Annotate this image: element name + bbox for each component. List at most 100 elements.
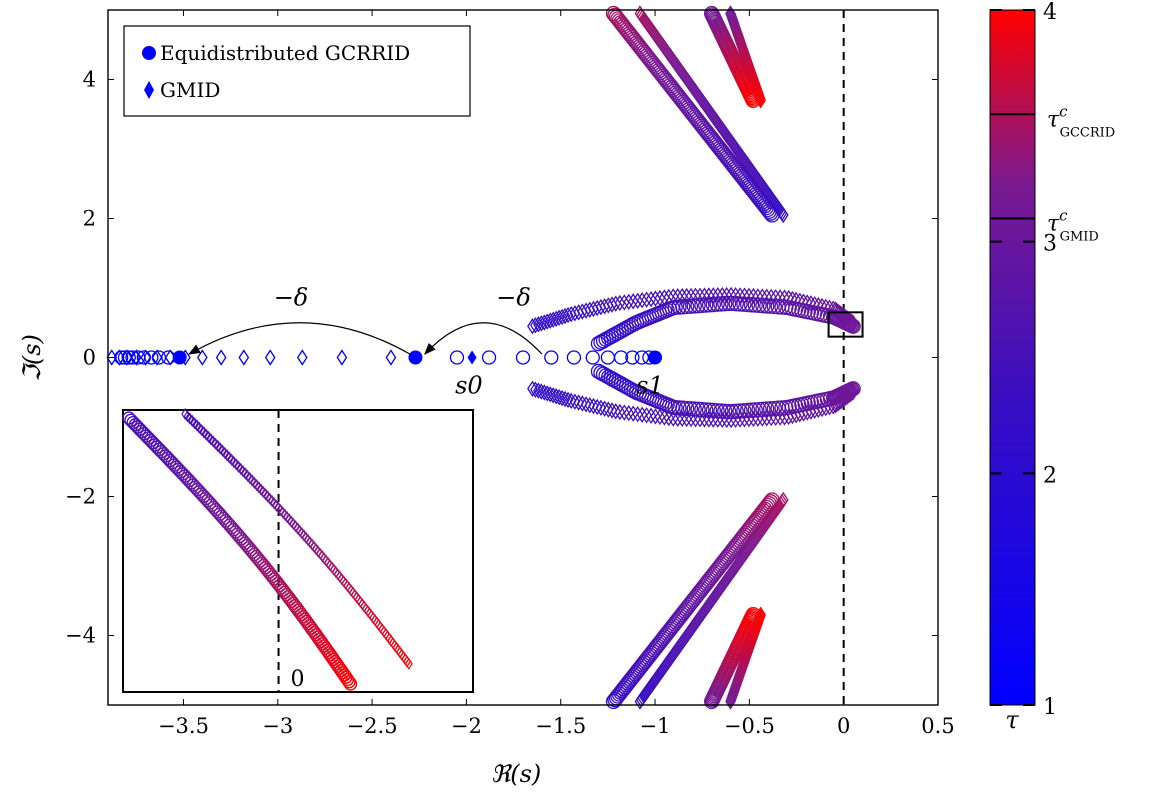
gcrrid-point — [675, 400, 691, 416]
inset-gcrrid-point — [302, 619, 317, 633]
gmid-point — [777, 206, 789, 224]
gmid-point — [783, 289, 795, 307]
gmid-point — [716, 411, 728, 429]
gcrrid-point — [762, 401, 779, 417]
inset-gcrrid-point — [293, 605, 307, 620]
inset-gcrrid-point — [271, 576, 285, 591]
gcrrid-filled-point — [648, 350, 663, 365]
chart-marks: −δ −δ s0 s1 — [106, 5, 864, 710]
gcrrid-point — [701, 297, 718, 313]
gmid-point — [527, 380, 538, 397]
gmid-point — [636, 292, 648, 309]
inset-gcrrid-point — [284, 594, 299, 608]
gmid-point — [809, 296, 820, 313]
gmid-point — [336, 349, 348, 366]
gmid-point — [577, 395, 588, 412]
colorbar-label: τ — [1005, 706, 1019, 734]
gcrrid-point — [678, 298, 695, 315]
gmid-point — [779, 409, 790, 426]
inset-zero-label: 0 — [291, 667, 305, 692]
gcrrid-point — [125, 350, 140, 365]
gmid-point — [743, 410, 755, 428]
gcrrid-point — [717, 296, 733, 312]
gmid-point — [553, 309, 565, 327]
gmid-point — [588, 397, 599, 415]
gmid-point — [752, 288, 764, 305]
x-tick-label: −2.5 — [347, 714, 398, 738]
y-tick-label: 4 — [83, 68, 96, 92]
gmid-point — [180, 349, 191, 366]
gmid-point — [734, 287, 746, 304]
gmid-point — [685, 410, 697, 428]
gmid-point — [591, 398, 603, 416]
legend-label-gcrrid: Equidistributed GCRRID — [160, 41, 410, 65]
gmid-point — [805, 295, 817, 312]
gmid-point — [623, 293, 635, 311]
inset-gcrrid-point — [267, 572, 282, 586]
gmid-point — [140, 349, 152, 366]
gmid-filled-point — [467, 350, 477, 365]
gmid-point — [632, 406, 643, 423]
x-tick-label: −2 — [451, 714, 482, 738]
inset-gcrrid-point — [343, 677, 358, 691]
gmid-point — [527, 318, 538, 335]
gmid-point — [756, 410, 768, 427]
point-label-s0: s0 — [455, 371, 483, 399]
gmid-point — [663, 288, 675, 306]
gmid-point — [595, 399, 607, 417]
x-tick-label: −1.5 — [535, 714, 586, 738]
gmid-point — [659, 289, 670, 306]
inset-gcrrid-point — [299, 614, 314, 629]
gmid-point — [565, 392, 577, 410]
gmid-point — [584, 397, 596, 414]
gmid-point — [694, 287, 706, 304]
colorbar-tick-label: 4 — [1043, 0, 1057, 25]
inset-gcrrid-point — [318, 641, 333, 655]
gmid-point — [533, 382, 544, 399]
gmid-point — [196, 349, 208, 366]
gcrrid-point — [705, 402, 721, 419]
gmid-point — [238, 349, 250, 366]
gmid-point — [536, 315, 547, 332]
inset-gcrrid-point — [306, 623, 320, 638]
gmid-point — [627, 405, 639, 422]
gcrrid-point — [732, 296, 748, 312]
gmid-point — [121, 349, 133, 366]
x-tick-label: −3 — [262, 714, 293, 738]
gmid-point — [756, 288, 768, 305]
inset-gcrrid-point — [314, 634, 328, 649]
inset-gcrrid-point — [283, 592, 297, 606]
gcrrid-point — [515, 350, 531, 365]
colorbar-critical-label: τc GCCRID — [1047, 102, 1115, 140]
colorbar-tick-label: 2 — [1043, 463, 1057, 488]
gmid-point — [667, 410, 679, 427]
gmid-point — [659, 409, 670, 426]
legend-box — [123, 25, 471, 117]
gmid-point — [761, 410, 773, 427]
gmid-point — [650, 408, 661, 425]
delta-label: −δ — [496, 283, 531, 311]
inset-gcrrid-point — [289, 601, 304, 615]
gmid-point — [798, 293, 809, 310]
gmid-point — [748, 410, 759, 428]
gmid-point — [685, 287, 697, 305]
gmid-point — [573, 394, 584, 411]
gmid-point — [712, 411, 724, 428]
gcrrid-point — [675, 299, 691, 315]
colorbar-ticks: 1 2 3 4 τc GMID τc GCCRID — [990, 0, 1115, 720]
gmid-point — [550, 310, 562, 327]
gmid-point — [654, 408, 666, 426]
gmid-point — [602, 401, 614, 418]
inset-gcrrid-point — [315, 637, 330, 651]
gmid-point — [672, 410, 684, 427]
inset-gcrrid-point — [307, 625, 322, 640]
inset-gcrrid-point — [317, 639, 331, 653]
delta-arrow — [424, 322, 543, 355]
gmid-point — [530, 317, 541, 334]
gmid-point — [847, 314, 859, 331]
gmid-point — [703, 287, 715, 304]
gcrrid-point — [701, 402, 718, 418]
gcrrid-point — [732, 403, 748, 419]
